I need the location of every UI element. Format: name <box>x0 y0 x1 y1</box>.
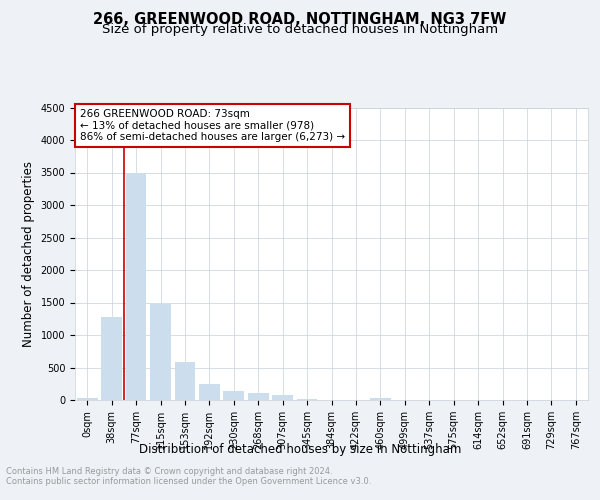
Text: Contains HM Land Registry data © Crown copyright and database right 2024.: Contains HM Land Registry data © Crown c… <box>6 468 332 476</box>
Text: Size of property relative to detached houses in Nottingham: Size of property relative to detached ho… <box>102 22 498 36</box>
Bar <box>150 304 171 400</box>
Bar <box>370 398 391 400</box>
Bar <box>199 384 220 400</box>
Bar <box>101 317 122 400</box>
Bar <box>125 172 146 400</box>
Y-axis label: Number of detached properties: Number of detached properties <box>22 161 35 347</box>
Text: 266 GREENWOOD ROAD: 73sqm
← 13% of detached houses are smaller (978)
86% of semi: 266 GREENWOOD ROAD: 73sqm ← 13% of detac… <box>80 109 345 142</box>
Bar <box>248 393 269 400</box>
Text: 266, GREENWOOD ROAD, NOTTINGHAM, NG3 7FW: 266, GREENWOOD ROAD, NOTTINGHAM, NG3 7FW <box>94 12 506 28</box>
Bar <box>175 362 196 400</box>
Bar <box>272 396 293 400</box>
Bar <box>77 398 98 400</box>
Bar <box>223 391 244 400</box>
Text: Distribution of detached houses by size in Nottingham: Distribution of detached houses by size … <box>139 442 461 456</box>
Text: Contains public sector information licensed under the Open Government Licence v3: Contains public sector information licen… <box>6 478 371 486</box>
